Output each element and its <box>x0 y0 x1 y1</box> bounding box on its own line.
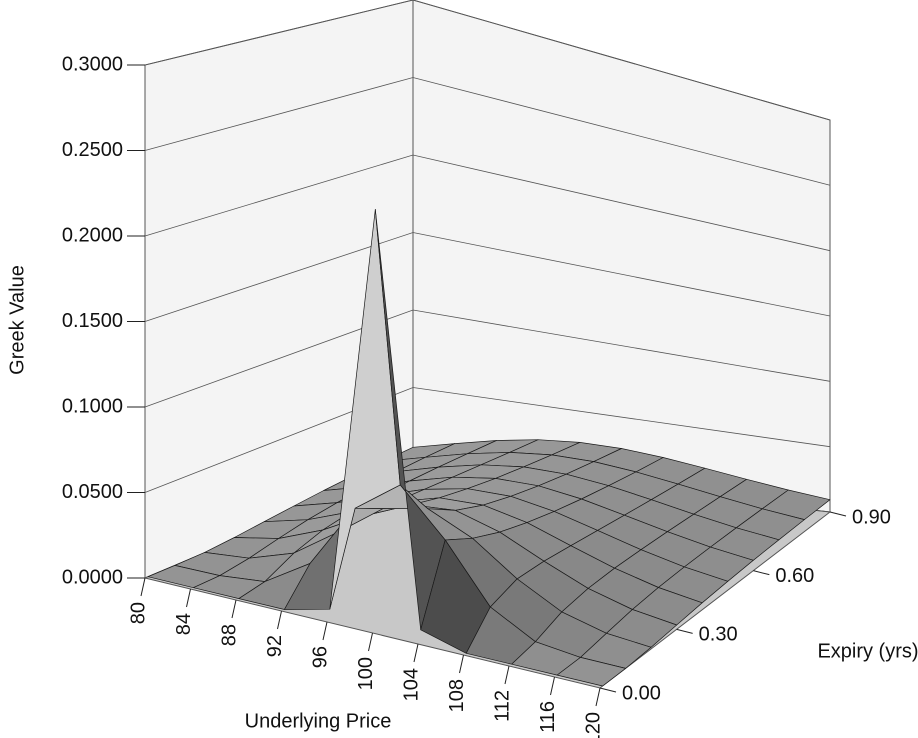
grid-line <box>144 309 831 408</box>
y-tick-label: 0.00 <box>622 682 661 704</box>
y-tick <box>753 570 770 576</box>
x-tick-label: 100 <box>355 657 377 690</box>
x-tick <box>322 621 328 641</box>
y-tick-label: 0.30 <box>699 624 738 646</box>
x-tick-label: 108 <box>446 679 468 712</box>
z-tick-label: 0.3000 <box>62 53 123 75</box>
y-tick-label: 0.90 <box>852 506 891 528</box>
back-wall <box>412 0 831 513</box>
x-tick <box>413 643 419 663</box>
z-tick-label: 0.0500 <box>62 481 123 503</box>
x-tick-label: 120 <box>582 712 604 738</box>
x-tick <box>550 676 555 696</box>
x-tick <box>368 632 373 652</box>
x-tick <box>186 588 191 608</box>
z-tick-label: 0.1000 <box>62 395 123 417</box>
x-tick-label: 84 <box>173 613 195 635</box>
x-tick <box>140 577 146 597</box>
surface <box>147 209 831 687</box>
x-tick-label: 80 <box>127 602 149 624</box>
y-tick <box>599 687 617 693</box>
x-tick <box>459 654 464 674</box>
grid-line <box>144 387 831 493</box>
grid-line <box>144 0 831 121</box>
y-tick-label: 0.60 <box>775 565 814 587</box>
y-axis-title: Expiry (yrs) <box>817 640 918 662</box>
axes: 0.0000 0.0500 0.1000 0.1500 0.2000 0.2500 0.30… <box>62 53 891 738</box>
grid-line <box>144 77 831 186</box>
x-tick-label: 116 <box>537 701 559 733</box>
y-tick <box>829 511 847 517</box>
z-tick-label: 0.2000 <box>62 224 123 246</box>
x-tick-label: 88 <box>218 624 240 646</box>
x-tick-label: 104 <box>400 668 422 701</box>
x-axis-title: Underlying Price <box>245 710 392 732</box>
z-tick-label: 0.0000 <box>62 566 123 588</box>
x-tick-label: 96 <box>309 646 331 668</box>
x-tick <box>231 599 237 619</box>
surface-cell <box>556 657 626 687</box>
z-tick-label: 0.1500 <box>62 310 123 332</box>
y-tick <box>676 628 693 634</box>
x-tick-label: 92 <box>264 635 286 657</box>
x-tick <box>595 687 601 707</box>
z-axis-title: Greek Value <box>6 265 28 375</box>
x-tick-label: 112 <box>491 690 513 722</box>
grid-line <box>144 154 831 252</box>
z-tick-label: 0.2500 <box>62 139 123 161</box>
grid-line <box>144 232 831 322</box>
x-tick <box>277 610 282 630</box>
x-tick <box>504 665 510 685</box>
